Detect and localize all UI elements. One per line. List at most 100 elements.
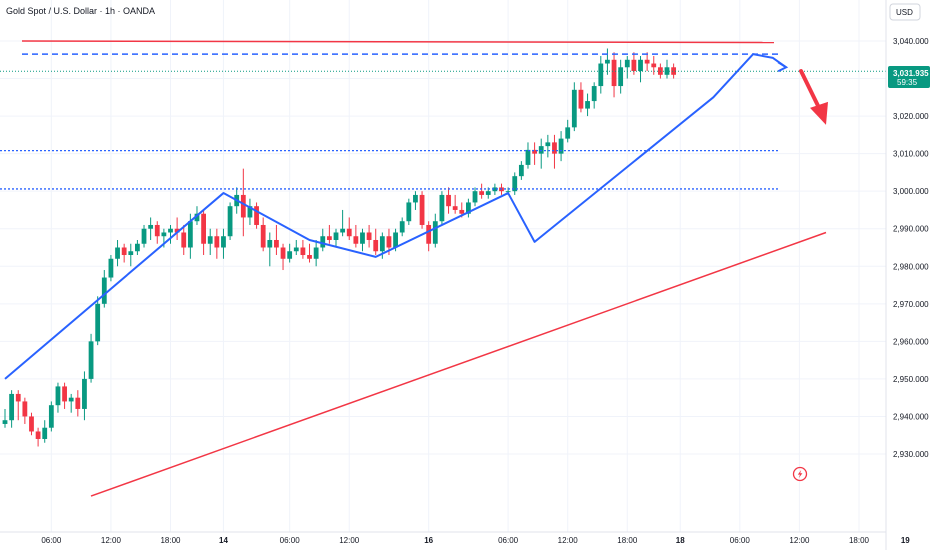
candle-body <box>29 416 34 432</box>
candle-body <box>42 427 48 439</box>
candle-body <box>135 243 140 252</box>
candle-body <box>194 213 200 222</box>
current-price-label: 3,031.935 <box>893 69 929 78</box>
candle-body <box>168 228 173 233</box>
x-tick-label: 12:00 <box>789 536 810 545</box>
lightning-icon[interactable] <box>792 466 808 482</box>
candle-body <box>207 236 213 244</box>
candle-body <box>651 63 657 68</box>
candle-body <box>413 194 418 203</box>
candle-body <box>611 59 617 87</box>
y-tick-label: 2,940.000 <box>893 412 929 421</box>
y-tick-label: 2,930.000 <box>893 450 929 459</box>
candle-body <box>353 236 359 244</box>
candle-body <box>472 191 478 203</box>
overlays <box>0 40 886 497</box>
candle-body <box>187 221 193 248</box>
candle-body <box>466 202 471 214</box>
candle-body <box>121 247 127 256</box>
candle-body <box>35 431 41 439</box>
x-tick-label: 16 <box>424 536 433 545</box>
candle-body <box>9 393 15 421</box>
candle-body <box>201 213 206 244</box>
candle-body <box>274 239 279 248</box>
candle-body <box>578 89 584 109</box>
y-tick-label: 2,970.000 <box>893 300 929 309</box>
svg-text:USD: USD <box>896 8 913 17</box>
candle-body <box>525 149 531 165</box>
x-tick-label: 12:00 <box>101 536 122 545</box>
candle-body <box>307 255 312 259</box>
candle-body <box>161 232 167 237</box>
candle-body <box>505 191 511 193</box>
x-tick-label: 06:00 <box>280 536 301 545</box>
candle-body <box>366 232 372 240</box>
candle-body <box>148 224 154 229</box>
x-tick-label: 19 <box>901 536 910 545</box>
candle-body <box>95 303 101 342</box>
candle-body <box>115 247 120 259</box>
y-tick-label: 3,020.000 <box>893 112 929 121</box>
y-tick-label: 3,010.000 <box>893 150 929 159</box>
candle-body <box>512 176 518 192</box>
price-axis[interactable]: 3,040.0003,030.0003,020.0003,010.0003,00… <box>885 0 932 550</box>
candle-body <box>15 393 21 402</box>
candle-body <box>532 149 537 154</box>
y-tick-label: 3,040.000 <box>893 37 929 46</box>
candle-body <box>247 206 253 218</box>
candle-body <box>333 232 339 240</box>
candle-body <box>638 59 643 72</box>
candle-body <box>373 239 379 252</box>
candle-body <box>558 138 564 154</box>
candle-body <box>320 236 326 248</box>
y-tick-label: 2,960.000 <box>893 337 929 346</box>
candle-body <box>293 247 299 252</box>
candle-body <box>340 228 346 233</box>
candle-body <box>432 221 438 244</box>
forecast-arrow-shaft <box>799 69 823 114</box>
symbol-title[interactable]: Gold Spot / U.S. Dollar · 1h · OANDA <box>6 6 155 16</box>
candle-body <box>326 236 332 240</box>
candle-body <box>399 221 405 233</box>
y-tick-label: 3,000.000 <box>893 187 929 196</box>
candle-body <box>88 341 94 379</box>
candle-body <box>181 232 187 248</box>
candle-body <box>631 59 637 72</box>
candle-body <box>538 146 544 154</box>
candle-body <box>386 236 392 248</box>
y-tick-label: 2,980.000 <box>893 262 929 271</box>
candle-body <box>419 194 425 225</box>
grid <box>0 0 906 532</box>
x-tick-label: 12:00 <box>339 536 360 545</box>
candle-body <box>346 228 352 237</box>
candle-body <box>227 206 233 237</box>
time-axis[interactable]: 06:00 12:00 18:00 14 06:00 12:00 16 06:00 12:00 1… <box>0 531 932 545</box>
candle-body <box>62 386 67 402</box>
candle-body <box>485 191 491 195</box>
currency-button[interactable]: USD <box>889 3 921 21</box>
candle-body <box>260 224 266 248</box>
y-tick-label: 2,990.000 <box>893 225 929 234</box>
candle-body <box>154 224 160 237</box>
candle-body <box>426 224 432 244</box>
candle-body <box>585 101 590 109</box>
resistance-line <box>21 40 775 44</box>
candle-body <box>254 206 259 225</box>
candle-body <box>618 67 624 87</box>
x-tick-label: 06:00 <box>498 536 519 545</box>
candle-body <box>300 247 306 256</box>
candle-body <box>518 164 524 177</box>
candle-body <box>75 397 81 409</box>
candle-body <box>128 251 134 256</box>
candle-body <box>671 67 677 75</box>
candle-body <box>267 239 273 248</box>
y-tick-label: 2,950.000 <box>893 375 929 384</box>
candle-body <box>452 206 458 210</box>
x-tick-label: 18:00 <box>160 536 181 545</box>
candle-body <box>360 232 365 244</box>
candle-body <box>644 59 650 64</box>
candle-body <box>379 236 385 252</box>
candle-body <box>240 194 246 218</box>
candle-body <box>48 405 54 428</box>
